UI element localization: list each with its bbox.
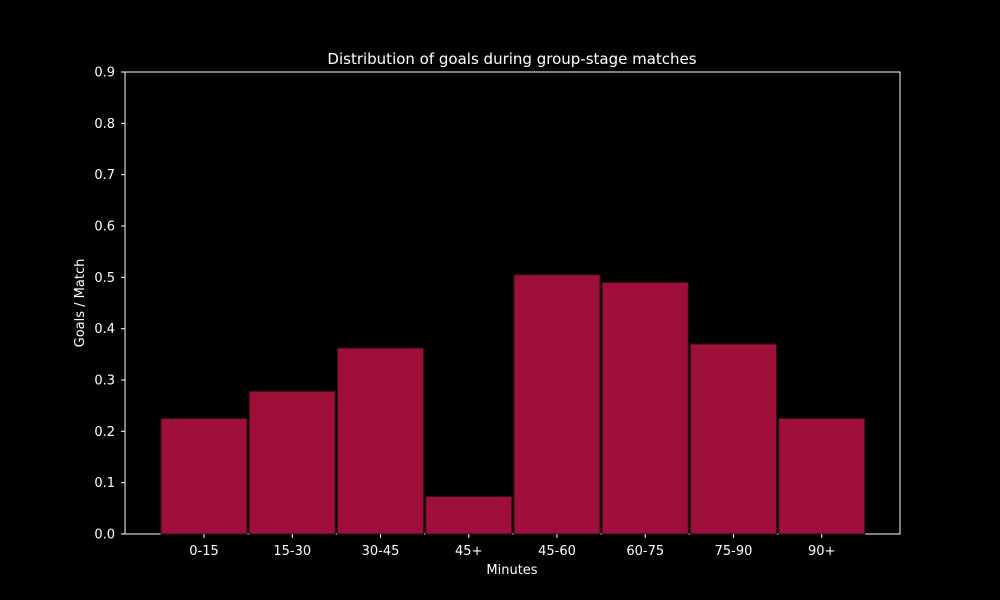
bar-45-60 (513, 274, 601, 535)
bar-45+ (425, 496, 513, 535)
y-tick-label: 0.0 (94, 528, 115, 543)
bar-75-90 (690, 343, 777, 535)
plot-frame (124, 71, 901, 535)
y-tick-label: 0.6 (94, 220, 115, 235)
y-tick-label: 0.9 (94, 66, 115, 81)
x-tick-label: 0-15 (189, 544, 219, 559)
bar-15-30 (248, 390, 336, 535)
y-tick-label: 0.7 (94, 168, 115, 183)
chart-title: Distribution of goals during group-stage… (327, 50, 696, 68)
x-tick-label: 45-60 (538, 544, 576, 559)
y-tick-label: 0.4 (94, 322, 115, 337)
x-tick-label: 60-75 (626, 544, 664, 559)
x-tick-label: 30-45 (362, 544, 400, 559)
y-tick-label: 0.3 (94, 374, 115, 389)
x-axis-ticks: 0-15 15-30 30-45 45+ 45-60 60-75 75-90 90+ (189, 534, 835, 559)
bar-30-45 (337, 347, 424, 535)
y-tick-label: 0.8 (94, 117, 115, 132)
y-axis-ticks: 0.0 0.1 0.2 0.3 0.4 0.5 0.6 0.7 0.8 0.9 (94, 66, 125, 543)
y-tick-label: 0.2 (94, 425, 115, 440)
bar-0-15 (160, 418, 248, 535)
x-tick-label: 75-90 (715, 544, 753, 559)
y-tick-label: 0.5 (94, 271, 115, 286)
x-tick-label: 90+ (808, 544, 835, 559)
y-tick-label: 0.1 (94, 476, 115, 491)
x-tick-label: 15-30 (273, 544, 311, 559)
y-axis-label: Goals / Match (73, 259, 88, 348)
x-tick-label: 45+ (455, 544, 482, 559)
bars-group (160, 274, 866, 535)
bar-90+ (778, 418, 866, 535)
x-axis-label: Minutes (486, 563, 537, 578)
bar-60-75 (601, 281, 689, 535)
